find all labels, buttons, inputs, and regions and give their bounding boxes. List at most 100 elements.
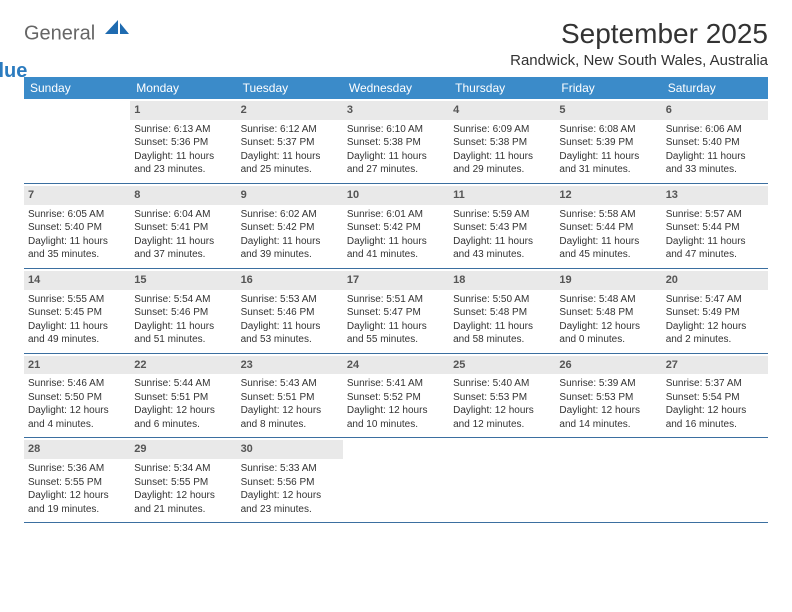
daylight-text: Daylight: 12 hours and 0 minutes. xyxy=(559,320,657,347)
daylight-text: Daylight: 11 hours and 55 minutes. xyxy=(347,320,445,347)
daylight-text: Daylight: 12 hours and 2 minutes. xyxy=(666,320,764,347)
sunrise-text: Sunrise: 5:55 AM xyxy=(28,293,126,307)
week-row: 7Sunrise: 6:05 AMSunset: 5:40 PMDaylight… xyxy=(24,184,768,269)
day-number: 4 xyxy=(449,101,555,120)
sunset-text: Sunset: 5:38 PM xyxy=(347,136,445,150)
day-cell xyxy=(449,438,555,522)
day-number: 17 xyxy=(343,271,449,290)
sunrise-text: Sunrise: 5:34 AM xyxy=(134,462,232,476)
day-number: 30 xyxy=(237,440,343,459)
calendar: SundayMondayTuesdayWednesdayThursdayFrid… xyxy=(24,77,768,523)
weekday-header: Sunday xyxy=(24,77,130,99)
daylight-text: Daylight: 12 hours and 4 minutes. xyxy=(28,404,126,431)
daylight-text: Daylight: 11 hours and 47 minutes. xyxy=(666,235,764,262)
daylight-text: Daylight: 12 hours and 16 minutes. xyxy=(666,404,764,431)
sunset-text: Sunset: 5:39 PM xyxy=(559,136,657,150)
weekday-header: Monday xyxy=(130,77,236,99)
day-cell: 17Sunrise: 5:51 AMSunset: 5:47 PMDayligh… xyxy=(343,269,449,353)
daylight-text: Daylight: 11 hours and 51 minutes. xyxy=(134,320,232,347)
day-cell: 4Sunrise: 6:09 AMSunset: 5:38 PMDaylight… xyxy=(449,99,555,183)
sunrise-text: Sunrise: 5:58 AM xyxy=(559,208,657,222)
sunrise-text: Sunrise: 5:50 AM xyxy=(453,293,551,307)
sunset-text: Sunset: 5:44 PM xyxy=(559,221,657,235)
sunrise-text: Sunrise: 5:46 AM xyxy=(28,377,126,391)
weekday-header: Friday xyxy=(555,77,661,99)
sunrise-text: Sunrise: 5:36 AM xyxy=(28,462,126,476)
day-cell: 5Sunrise: 6:08 AMSunset: 5:39 PMDaylight… xyxy=(555,99,661,183)
week-row: 21Sunrise: 5:46 AMSunset: 5:50 PMDayligh… xyxy=(24,354,768,439)
day-cell: 12Sunrise: 5:58 AMSunset: 5:44 PMDayligh… xyxy=(555,184,661,268)
sunrise-text: Sunrise: 5:54 AM xyxy=(134,293,232,307)
day-cell: 23Sunrise: 5:43 AMSunset: 5:51 PMDayligh… xyxy=(237,354,343,438)
week-row: 14Sunrise: 5:55 AMSunset: 5:45 PMDayligh… xyxy=(24,269,768,354)
day-number: 28 xyxy=(24,440,130,459)
sunset-text: Sunset: 5:55 PM xyxy=(134,476,232,490)
sunrise-text: Sunrise: 5:51 AM xyxy=(347,293,445,307)
sunrise-text: Sunrise: 5:33 AM xyxy=(241,462,339,476)
day-cell: 2Sunrise: 6:12 AMSunset: 5:37 PMDaylight… xyxy=(237,99,343,183)
sunrise-text: Sunrise: 5:44 AM xyxy=(134,377,232,391)
day-cell xyxy=(555,438,661,522)
day-cell: 24Sunrise: 5:41 AMSunset: 5:52 PMDayligh… xyxy=(343,354,449,438)
day-number: 11 xyxy=(449,186,555,205)
sunset-text: Sunset: 5:38 PM xyxy=(453,136,551,150)
daylight-text: Daylight: 11 hours and 39 minutes. xyxy=(241,235,339,262)
daylight-text: Daylight: 11 hours and 25 minutes. xyxy=(241,150,339,177)
sunset-text: Sunset: 5:36 PM xyxy=(134,136,232,150)
sunset-text: Sunset: 5:42 PM xyxy=(241,221,339,235)
daylight-text: Daylight: 12 hours and 14 minutes. xyxy=(559,404,657,431)
weekday-header: Wednesday xyxy=(343,77,449,99)
day-number: 1 xyxy=(130,101,236,120)
sunset-text: Sunset: 5:46 PM xyxy=(241,306,339,320)
sunset-text: Sunset: 5:48 PM xyxy=(453,306,551,320)
sunset-text: Sunset: 5:43 PM xyxy=(453,221,551,235)
daylight-text: Daylight: 12 hours and 6 minutes. xyxy=(134,404,232,431)
day-number: 13 xyxy=(662,186,768,205)
logo-word-blue: Blue xyxy=(0,60,27,82)
sunset-text: Sunset: 5:45 PM xyxy=(28,306,126,320)
sunrise-text: Sunrise: 6:12 AM xyxy=(241,123,339,137)
sunrise-text: Sunrise: 5:48 AM xyxy=(559,293,657,307)
day-number: 8 xyxy=(130,186,236,205)
weekday-header: Thursday xyxy=(449,77,555,99)
day-cell: 9 Sunrise: 6:02 AMSunset: 5:42 PMDaylight… xyxy=(237,184,343,268)
daylight-text: Daylight: 12 hours and 8 minutes. xyxy=(241,404,339,431)
sunset-text: Sunset: 5:41 PM xyxy=(134,221,232,235)
logo-word-general: General xyxy=(24,22,95,44)
sunset-text: Sunset: 5:42 PM xyxy=(347,221,445,235)
sunrise-text: Sunrise: 5:37 AM xyxy=(666,377,764,391)
day-number: 23 xyxy=(237,356,343,375)
day-cell: 20Sunrise: 5:47 AMSunset: 5:49 PMDayligh… xyxy=(662,269,768,353)
sunrise-text: Sunrise: 6:05 AM xyxy=(28,208,126,222)
daylight-text: Daylight: 11 hours and 49 minutes. xyxy=(28,320,126,347)
sunrise-text: Sunrise: 6:09 AM xyxy=(453,123,551,137)
month-title: September 2025 xyxy=(510,18,768,50)
daylight-text: Daylight: 11 hours and 23 minutes. xyxy=(134,150,232,177)
day-cell: 19Sunrise: 5:48 AMSunset: 5:48 PMDayligh… xyxy=(555,269,661,353)
day-cell: 28Sunrise: 5:36 AMSunset: 5:55 PMDayligh… xyxy=(24,438,130,522)
day-number: 16 xyxy=(237,271,343,290)
sunset-text: Sunset: 5:50 PM xyxy=(28,391,126,405)
daylight-text: Daylight: 11 hours and 35 minutes. xyxy=(28,235,126,262)
sunrise-text: Sunrise: 6:02 AM xyxy=(241,208,339,222)
week-row: 1Sunrise: 6:13 AMSunset: 5:36 PMDaylight… xyxy=(24,99,768,184)
week-row: 28Sunrise: 5:36 AMSunset: 5:55 PMDayligh… xyxy=(24,438,768,523)
daylight-text: Daylight: 11 hours and 27 minutes. xyxy=(347,150,445,177)
day-number: 22 xyxy=(130,356,236,375)
daylight-text: Daylight: 11 hours and 37 minutes. xyxy=(134,235,232,262)
day-cell: 6Sunrise: 6:06 AMSunset: 5:40 PMDaylight… xyxy=(662,99,768,183)
day-cell xyxy=(662,438,768,522)
day-cell: 14Sunrise: 5:55 AMSunset: 5:45 PMDayligh… xyxy=(24,269,130,353)
sunset-text: Sunset: 5:54 PM xyxy=(666,391,764,405)
sunrise-text: Sunrise: 6:08 AM xyxy=(559,123,657,137)
day-number: 12 xyxy=(555,186,661,205)
day-number: 9 xyxy=(237,186,343,205)
day-number: 5 xyxy=(555,101,661,120)
sunrise-text: Sunrise: 6:13 AM xyxy=(134,123,232,137)
sunrise-text: Sunrise: 6:10 AM xyxy=(347,123,445,137)
day-cell: 7Sunrise: 6:05 AMSunset: 5:40 PMDaylight… xyxy=(24,184,130,268)
weekday-header-row: SundayMondayTuesdayWednesdayThursdayFrid… xyxy=(24,77,768,99)
day-number: 6 xyxy=(662,101,768,120)
day-number: 25 xyxy=(449,356,555,375)
day-cell: 10Sunrise: 6:01 AMSunset: 5:42 PMDayligh… xyxy=(343,184,449,268)
